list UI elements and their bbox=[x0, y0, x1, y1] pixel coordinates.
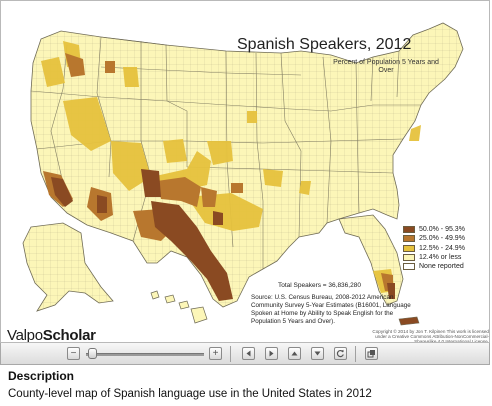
map-legend: 50.0% - 95.3% 25.0% - 49.9% 12.5% - 24.9… bbox=[403, 225, 465, 271]
refresh-icon bbox=[336, 349, 344, 358]
viewer-toolbar: − + bbox=[0, 343, 490, 365]
zoom-slider-track[interactable] bbox=[86, 353, 204, 356]
zoom-slider-thumb[interactable] bbox=[88, 348, 97, 359]
reset-view-button[interactable] bbox=[334, 347, 347, 360]
hawaii bbox=[150, 290, 208, 324]
puerto-rico bbox=[398, 316, 420, 326]
legend-item: 50.0% - 95.3% bbox=[403, 225, 465, 234]
legend-item: 25.0% - 49.9% bbox=[403, 234, 465, 243]
fullscreen-button[interactable] bbox=[365, 347, 378, 360]
map-subtitle: Percent of Population 5 Years and Over bbox=[333, 59, 439, 74]
total-speakers: Total Speakers = 36,836,280 bbox=[278, 282, 361, 289]
pan-right-button[interactable] bbox=[265, 347, 278, 360]
toolbar-separator bbox=[230, 346, 231, 362]
legend-item: 12.4% or less bbox=[403, 253, 465, 262]
map-viewer: Spanish Speakers, 2012 Percent of Popula… bbox=[0, 0, 490, 343]
zoom-in-button[interactable]: + bbox=[209, 347, 222, 360]
description-text: County-level map of Spanish language use… bbox=[8, 388, 372, 400]
toolbar-separator bbox=[355, 346, 356, 362]
legend-swatch bbox=[403, 226, 415, 234]
copyright-note: Copyright © 2014 by Jon T. Kilpinen This… bbox=[372, 329, 489, 343]
arrow-right-icon bbox=[269, 350, 274, 357]
legend-item: None reported bbox=[403, 262, 465, 271]
description-heading: Description bbox=[8, 369, 75, 383]
legend-swatch bbox=[403, 244, 415, 252]
us-county-map bbox=[22, 22, 464, 326]
legend-item: 12.5% - 24.9% bbox=[403, 244, 465, 253]
map-title: Spanish Speakers, 2012 bbox=[237, 36, 412, 53]
legend-swatch bbox=[403, 263, 415, 271]
arrow-up-icon bbox=[291, 351, 298, 356]
arrow-down-icon bbox=[314, 351, 321, 356]
zoom-out-button[interactable]: − bbox=[67, 347, 80, 360]
pan-left-button[interactable] bbox=[242, 347, 255, 360]
legend-swatch bbox=[403, 235, 415, 243]
pan-up-button[interactable] bbox=[288, 347, 301, 360]
valposcholar-logo[interactable]: ValpoScholar bbox=[7, 327, 96, 343]
fullscreen-icon bbox=[367, 350, 375, 358]
source-note: Source: U.S. Census Bureau, 2008-2012 Am… bbox=[251, 294, 411, 325]
arrow-left-icon bbox=[246, 350, 251, 357]
legend-swatch bbox=[403, 254, 415, 262]
pan-down-button[interactable] bbox=[311, 347, 324, 360]
